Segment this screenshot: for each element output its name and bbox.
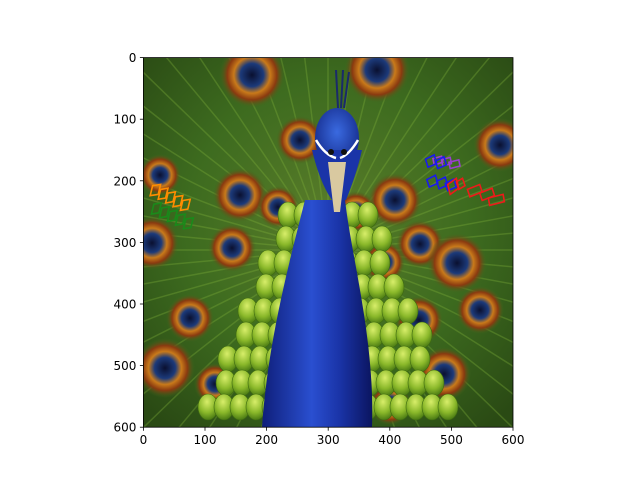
x-tick-label: 400	[378, 433, 401, 447]
box-purple-2	[440, 156, 453, 167]
y-tick-label: 500	[113, 359, 136, 373]
bounding-box-overlay	[149, 153, 506, 230]
x-tick-label: 200	[255, 433, 278, 447]
box-blue-2	[434, 155, 448, 170]
box-red-4	[478, 187, 496, 202]
x-tick-label: 500	[440, 433, 463, 447]
x-tick-label: 0	[140, 433, 148, 447]
x-tick-label: 300	[317, 433, 340, 447]
box-green-2	[158, 205, 171, 219]
box-orange-3	[164, 190, 177, 204]
x-tick-label: 600	[502, 433, 525, 447]
box-orange-5	[179, 198, 192, 212]
y-tick-label: 400	[113, 298, 136, 312]
y-tick-label: 100	[113, 113, 136, 127]
box-green-1	[150, 202, 163, 216]
y-tick-label: 0	[129, 51, 137, 65]
box-green-4	[174, 213, 187, 227]
box-orange-2	[157, 187, 170, 201]
box-red-5	[487, 193, 506, 207]
box-orange-1	[149, 183, 162, 197]
box-green-5	[182, 216, 195, 230]
box-green-3	[166, 209, 179, 223]
x-tick-label: 100	[194, 433, 217, 447]
y-tick-label: 600	[113, 421, 136, 435]
box-purple-3	[447, 158, 461, 170]
y-tick-label: 200	[113, 174, 136, 188]
box-orange-4	[171, 194, 184, 208]
box-red-2	[455, 177, 466, 191]
y-axis: 0 100 200 300 400 500 600	[113, 51, 144, 435]
peacock-image	[143, 57, 513, 428]
y-tick-label: 300	[113, 236, 136, 250]
box-blue-5	[444, 177, 458, 192]
x-axis: 0 100 200 300 400 500 600	[140, 427, 525, 447]
